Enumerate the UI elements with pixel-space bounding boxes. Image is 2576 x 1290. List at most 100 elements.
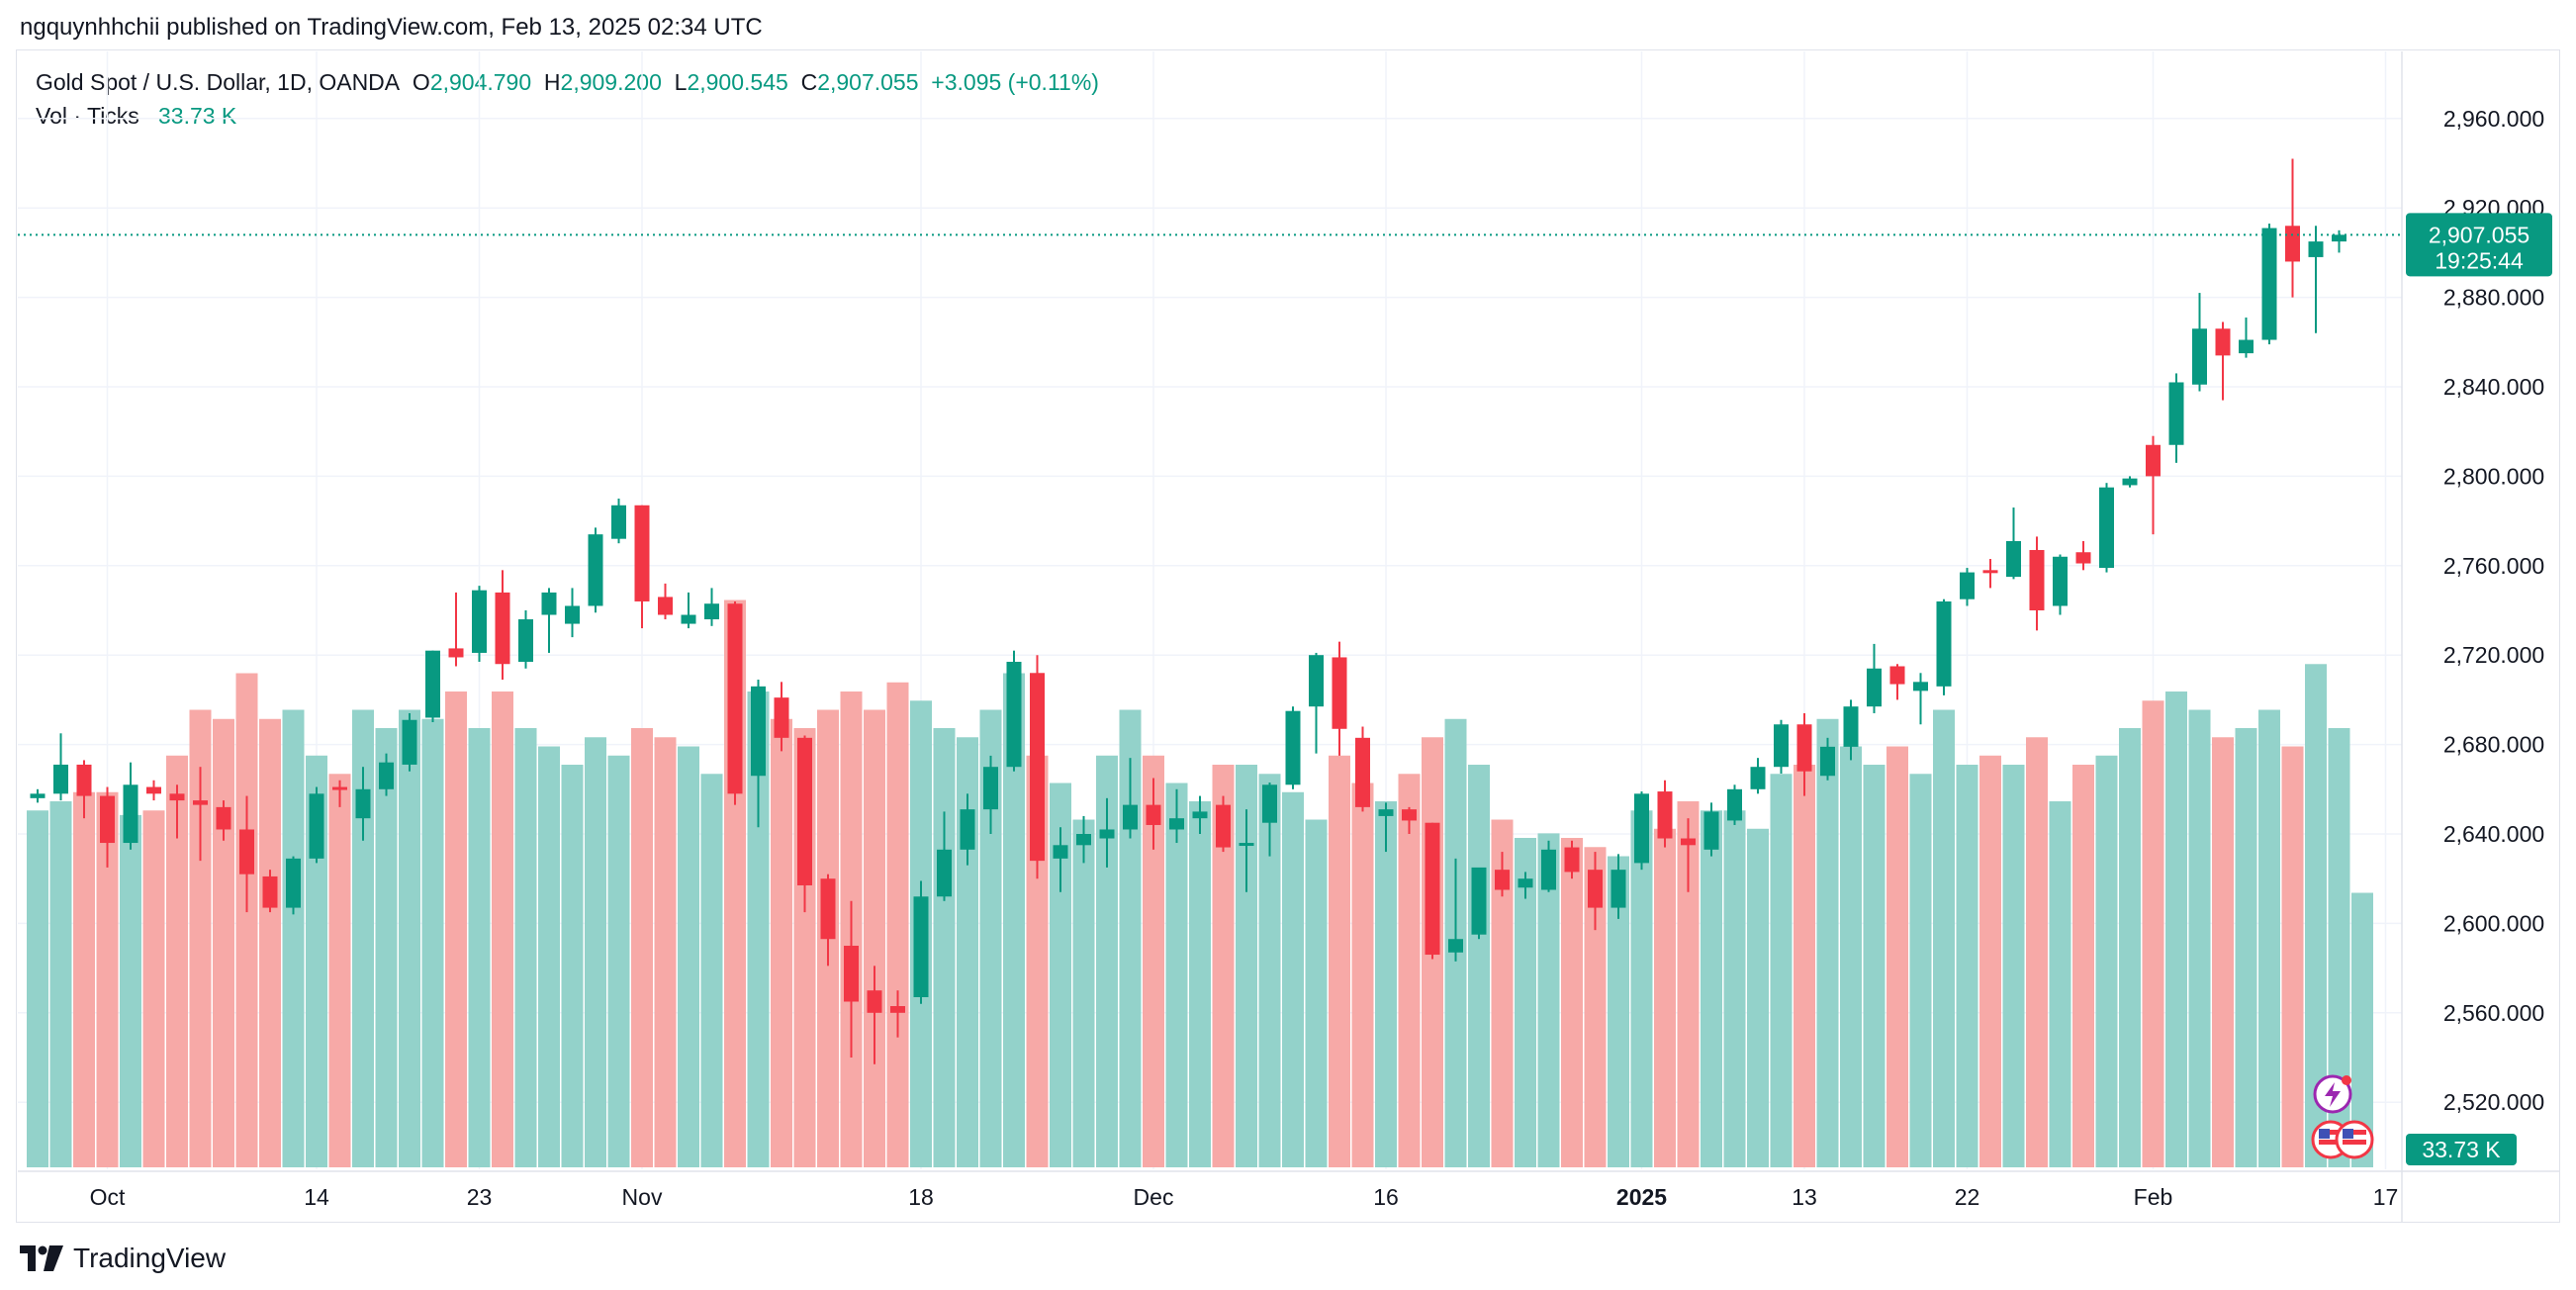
candle-body	[286, 858, 301, 908]
candle-body	[1703, 811, 1719, 850]
candle-body	[1332, 657, 1347, 729]
candle-body	[867, 990, 882, 1013]
candle-body	[216, 806, 231, 830]
volume-bar	[2212, 737, 2234, 1167]
volume-bar	[2142, 700, 2164, 1167]
candle-body	[2029, 549, 2045, 610]
candle-body	[332, 786, 347, 790]
volume-tag-value: 33.73 K	[2422, 1137, 2501, 1162]
candle-body	[2308, 241, 2324, 257]
candle-body	[1216, 804, 1231, 848]
tradingview-logo-icon	[20, 1245, 63, 1271]
ohlc-legend: Gold Spot / U.S. Dollar, 1D, OANDA O2,90…	[36, 69, 1099, 96]
candle-body	[797, 737, 812, 885]
candle-body	[1285, 710, 1301, 785]
low-value: 2,900.545	[687, 69, 788, 95]
volume-bar	[2072, 765, 2094, 1167]
volume-bar	[213, 718, 234, 1167]
volume-bar	[747, 691, 770, 1167]
volume-bar	[96, 791, 119, 1167]
low-label: L	[674, 69, 688, 95]
volume-bar	[2095, 755, 2118, 1167]
candle-body	[1076, 834, 1091, 846]
volume-bar	[492, 691, 513, 1167]
volume-bar	[328, 774, 351, 1167]
volume-bar	[352, 709, 374, 1167]
volume-bar	[1515, 838, 1536, 1167]
candle-body	[309, 793, 324, 859]
volume-tag	[2406, 1134, 2517, 1165]
volume-bar	[607, 755, 630, 1167]
volume-bar	[1561, 838, 1583, 1167]
candle-body	[100, 795, 115, 844]
candle-body	[1378, 809, 1394, 816]
volume-bar	[49, 801, 72, 1167]
volume-bar	[166, 755, 188, 1167]
volume-bar	[2188, 709, 2211, 1167]
candle-body	[1262, 784, 1277, 823]
volume-bar	[1305, 819, 1328, 1167]
candle-body	[53, 764, 68, 794]
candle-body	[774, 697, 789, 738]
volume-bar	[399, 709, 420, 1167]
candle-body	[1564, 847, 1580, 873]
candle-body	[2146, 444, 2161, 477]
candle-body	[727, 603, 743, 794]
candle-body	[2006, 540, 2021, 578]
x-tick-label: 23	[467, 1184, 493, 1210]
candle-body	[1889, 666, 1905, 685]
candle-body	[1402, 809, 1417, 821]
candle-body	[2122, 478, 2138, 486]
candle-body	[379, 762, 394, 789]
volume-bar	[2258, 709, 2280, 1167]
candle-body	[193, 800, 208, 805]
volume-bar	[886, 682, 909, 1167]
tradingview-brand[interactable]: TradingView	[20, 1243, 226, 1274]
y-tick-label: 2,680.000	[2443, 732, 2544, 758]
volume-bar	[864, 709, 885, 1167]
volume-bar	[1909, 774, 1932, 1167]
y-tick-label: 2,560.000	[2443, 1000, 2544, 1026]
candle-body	[518, 619, 533, 662]
candle-body	[146, 786, 161, 794]
candle-body	[681, 614, 696, 624]
volume-bar	[1375, 801, 1397, 1167]
volume-bar	[979, 709, 1002, 1167]
volume-bar	[375, 728, 398, 1167]
candle-body	[634, 505, 650, 601]
volume-value: 33.73 K	[157, 103, 237, 129]
volume-bar	[1491, 819, 1514, 1167]
candle-body	[1355, 737, 1370, 807]
volume-bar	[1723, 810, 1746, 1167]
candle-body	[1913, 682, 1928, 691]
volume-bar	[2328, 728, 2350, 1167]
open-value: 2,904.790	[429, 69, 532, 95]
volume-bar	[1468, 765, 1490, 1167]
volume-bar	[1329, 755, 1350, 1167]
candle-body	[1169, 818, 1184, 830]
volume-bar	[2049, 801, 2071, 1167]
volume-label[interactable]: Vol · Ticks	[36, 103, 139, 129]
candle-body	[588, 534, 603, 606]
candle-body	[1425, 822, 1440, 956]
candle-body	[1123, 804, 1138, 830]
volume-bar	[259, 718, 281, 1167]
candle-body	[425, 650, 440, 718]
volume-bar	[421, 718, 444, 1167]
symbol-title[interactable]: Gold Spot / U.S. Dollar, 1D, OANDA	[36, 69, 401, 95]
volume-bar	[1630, 810, 1653, 1167]
candle-body	[495, 592, 510, 665]
x-tick-label: 16	[1373, 1184, 1399, 1210]
volume-bar	[282, 709, 305, 1167]
candle-body	[262, 875, 278, 908]
volume-bar	[1003, 673, 1025, 1167]
volume-bar	[1770, 774, 1793, 1167]
volume-bar	[1143, 755, 1164, 1167]
candle-body	[1796, 724, 1812, 772]
candle-body	[1541, 849, 1556, 890]
candle-body	[1006, 661, 1022, 768]
volume-bar	[1677, 801, 1700, 1167]
volume-bar	[1584, 847, 1607, 1167]
candle-body	[960, 809, 975, 850]
